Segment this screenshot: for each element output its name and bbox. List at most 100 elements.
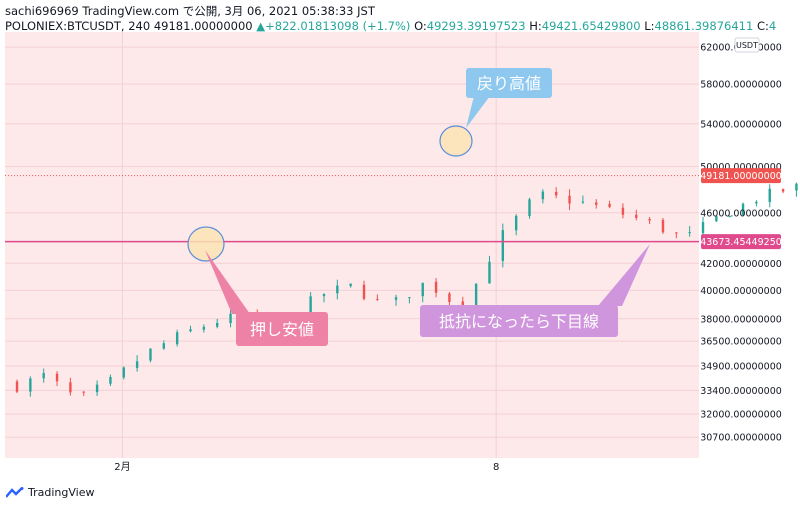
price-tick-label: 33400.00000000 [700,386,782,397]
time-axis-background [5,458,793,480]
candle-body-up [336,285,339,294]
ohlc-line: POLONIEX:BTCUSDT, 240 49181.00000000 ▲+8… [5,19,776,33]
candle-body-down [362,284,366,299]
currency-badge-text: USDT [736,41,758,50]
open-label: O: [414,19,427,33]
candle-body-up [42,373,45,379]
candle-body-up [109,377,112,384]
candle-body-up [688,232,691,234]
price-tick-label: 40000.00000000 [700,286,782,297]
candle-body-up [514,215,518,231]
candle-body-up [202,326,206,330]
price-tick-label: 30700.00000000 [700,433,782,444]
price-tick-label: 38000.00000000 [700,314,782,325]
candle-body-up [189,329,192,332]
candle-body-up [488,261,491,284]
support-callout: 押し安値 [205,250,328,346]
support-price-label: 43673.45449250 [700,234,782,250]
price-tick-label: 34900.00000000 [700,362,782,373]
candle-body-down [608,203,611,207]
resistance-callout-text: 戻り高値 [477,74,541,93]
close-label: C: [756,19,769,33]
price-tick-label: 54000.00000000 [700,119,782,130]
last-price-label: 49181.00000000 [700,168,782,184]
price-tick-label: 42000.00000000 [700,259,782,270]
candle-body-up [541,191,545,200]
candle-body-up [216,322,219,327]
candle-body-up [29,378,32,392]
candle-body-up [501,230,505,261]
candlestick-series [15,182,798,397]
candle-body-up [474,283,478,316]
price-tick-label: 32000.00000000 [700,410,782,421]
time-tick-label: 8 [493,462,499,473]
candle-body-up [768,188,771,203]
candle-body-down [434,281,438,293]
candle-body-up [322,294,326,297]
symbol-label: POLONIEX:BTCUSDT, 240 [5,19,151,33]
resistance-callout: 戻り高値 [466,68,552,128]
time-axis[interactable]: 2月815223月8 [114,461,800,473]
tradingview-logo-icon [6,487,24,498]
support-price-text: 43673.45449250 [700,237,782,248]
plot-background [5,32,699,480]
candle-body-up [162,343,166,349]
candle-body-down [781,188,785,192]
candle-body-down [648,218,651,221]
open-value: 49293.39197523 [426,19,526,33]
candle-body-down [376,298,379,300]
candle-body-up [421,282,424,297]
candle-body-down [661,219,665,233]
low-value: 48861.39876411 [654,19,754,33]
low-label: L: [644,19,655,33]
currency-badge: USDT [734,37,760,53]
price-tick-label: 58000.00000000 [700,80,782,91]
candle-body-down [69,382,72,393]
last-value: 49181.00000000 [153,19,253,33]
candle-body-up [175,332,179,345]
tradingview-logo[interactable]: TradingView [6,486,94,499]
candle-body-up [95,384,99,393]
price-tick-label: 50000.00000000 [700,162,782,173]
footer-bar [0,480,800,505]
price-tick-label: 46000.00000000 [700,208,782,219]
candle-body-up [701,222,705,234]
candle-body-up [581,201,585,203]
candle-body-up [728,216,731,218]
candle-body-up [135,361,139,368]
support-callout-text: 押し安値 [250,320,314,339]
candle-body-down [635,214,638,218]
candle-body-up [741,203,745,216]
candle-body-down [675,232,678,234]
candle-body-down [15,381,19,392]
candle-body-up [394,297,398,300]
candle-body-up [755,201,758,204]
candle-body-down [554,191,558,196]
candle-body-up [349,283,352,287]
price-tick-label: 36500.00000000 [700,337,782,348]
high-label: H: [529,19,542,33]
tradingview-brand: TradingView [28,486,95,499]
candle-body-down [448,293,451,303]
candle-body-up [408,297,411,299]
support-line-layer [5,175,699,243]
candle-body-up [229,313,232,324]
break-callout: 抵抗になったら下目線 [420,244,650,337]
change-value: +822.01813098 (+1.7%) [265,19,411,33]
close-value: 4 [768,19,777,33]
last-price-text: 49181.00000000 [700,171,782,182]
publisher-line: sachi696969 TradingView.com で公開, 3月 06, … [5,4,375,18]
support-highlight [187,226,225,262]
candle-body-up [795,183,798,191]
time-tick-label: 2月 [114,461,130,473]
resistance-highlight [439,125,473,157]
candle-body-up [528,199,531,217]
candle-body-down [621,207,625,215]
candle-body-up [309,296,312,322]
candle-body-up [122,367,125,378]
candle-body-up [149,348,152,361]
candle-body-up [715,216,718,222]
break-callout-text: 抵抗になったら下目線 [439,312,599,331]
chart-header: sachi696969 TradingView.com で公開, 3月 06, … [0,0,800,38]
